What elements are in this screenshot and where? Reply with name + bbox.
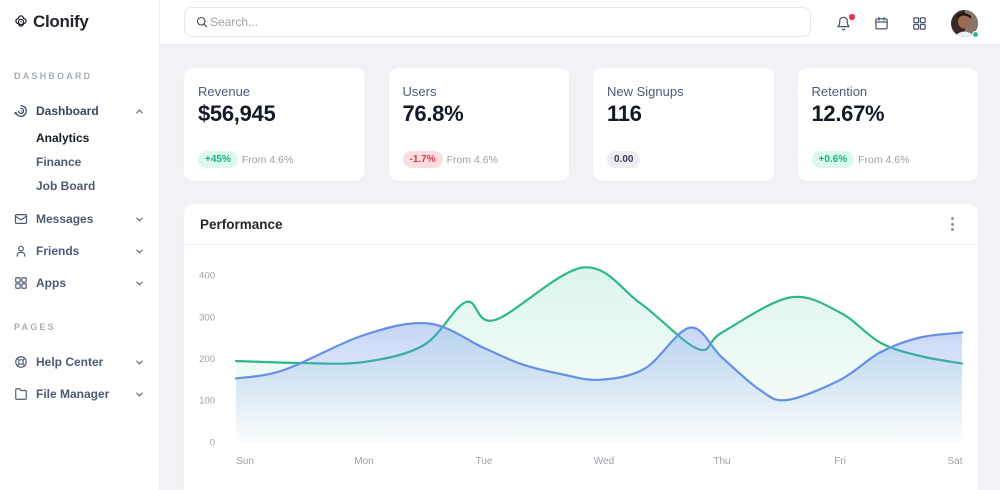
svg-text:400: 400 <box>199 271 215 282</box>
svg-text:200: 200 <box>199 354 215 365</box>
svg-text:Thu: Thu <box>713 456 730 467</box>
svg-text:Sat: Sat <box>947 456 962 467</box>
svg-text:100: 100 <box>199 396 215 407</box>
svg-text:0: 0 <box>210 438 215 449</box>
svg-text:Sun: Sun <box>236 456 254 467</box>
svg-text:Fri: Fri <box>834 456 846 467</box>
svg-text:300: 300 <box>199 313 215 324</box>
svg-text:Tue: Tue <box>476 456 493 467</box>
svg-text:Mon: Mon <box>354 456 373 467</box>
svg-text:Wed: Wed <box>594 456 614 467</box>
